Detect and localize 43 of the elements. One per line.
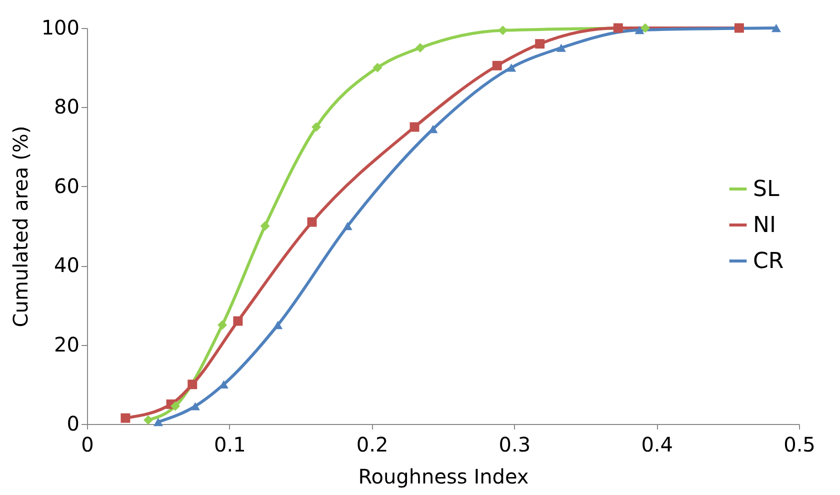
legend-label: NI [753, 213, 776, 238]
y-tick-label: 0 [66, 412, 80, 436]
y-tick-label: 80 [54, 94, 80, 119]
point [771, 24, 781, 32]
x-tick-label: 0.2 [356, 432, 388, 456]
y-axis-title: Cumulated area (%) [8, 126, 32, 328]
point [312, 122, 322, 132]
point [190, 402, 200, 410]
point [260, 221, 270, 231]
y-tick-label: 40 [54, 253, 80, 278]
point [120, 413, 130, 423]
x-axis-title: Roughness Index [358, 464, 529, 488]
point [492, 60, 502, 70]
y-tick-label: 100 [41, 16, 80, 40]
point [506, 63, 516, 72]
y-tick-label: 60 [54, 174, 80, 198]
point [556, 44, 566, 52]
point [734, 23, 744, 33]
point [415, 43, 425, 53]
point [233, 316, 243, 326]
point [613, 23, 623, 33]
x-tick-label: 0.1 [214, 432, 246, 456]
point [218, 320, 228, 330]
point [153, 418, 163, 426]
legend-label: SL [753, 177, 780, 202]
point [640, 23, 650, 33]
point [307, 217, 317, 227]
point [273, 320, 283, 330]
point [634, 26, 644, 34]
point [410, 122, 420, 132]
x-tick-label: 0.4 [641, 432, 674, 456]
x-tick-label: 0.3 [498, 432, 531, 456]
point [143, 415, 153, 425]
point [498, 26, 508, 36]
point [188, 380, 198, 390]
legend-label: CR [753, 249, 784, 274]
x-tick-label: 0 [81, 432, 94, 456]
x-tick-label: 0.5 [784, 432, 816, 456]
point [372, 62, 382, 72]
point [535, 39, 545, 49]
point [170, 401, 180, 411]
point [342, 222, 352, 230]
y-tick-label: 20 [54, 332, 80, 356]
